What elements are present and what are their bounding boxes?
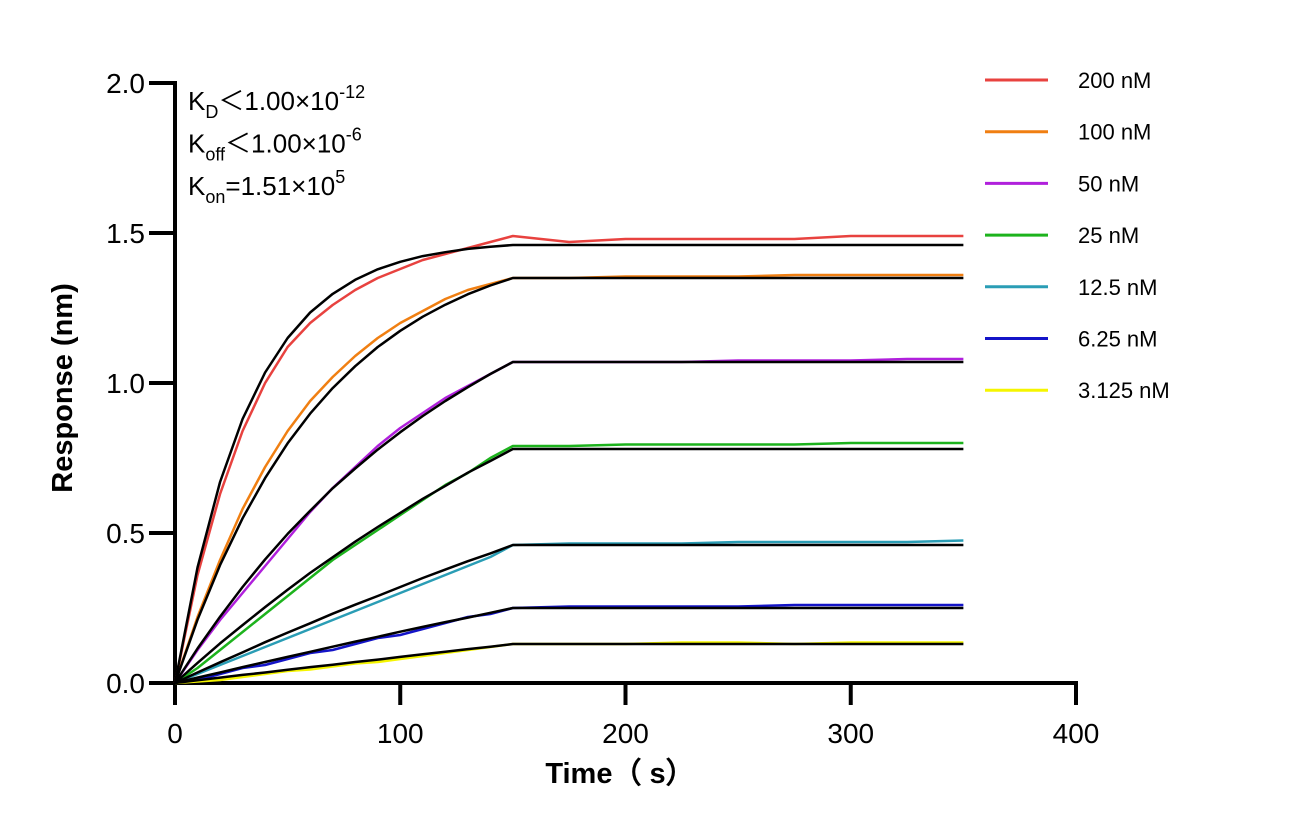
data-line [174, 603, 964, 685]
annotation-symbol: K [188, 129, 206, 159]
data-line [174, 642, 964, 685]
annotation-mantissa: 1.00×10 [244, 86, 339, 116]
data-line [174, 606, 964, 685]
data-line [173, 243, 964, 684]
annotation-exponent: -12 [339, 82, 365, 102]
annotation-symbol: K [188, 171, 206, 201]
legend-label: 6.25 nM [1078, 327, 1158, 352]
y-tick-label: 0.5 [106, 518, 145, 549]
data-line [174, 539, 964, 685]
legend-label: 25 nM [1078, 223, 1139, 248]
x-tick-label: 400 [1053, 718, 1100, 749]
annotation-mantissa: 1.00×10 [251, 129, 346, 159]
legend-label: 3.125 nM [1078, 378, 1170, 403]
y-axis-title: Response (nm) [47, 283, 79, 492]
annotation-exponent: 5 [335, 167, 345, 187]
legend-label: 200 nM [1078, 68, 1151, 93]
y-tick-label: 0.0 [106, 668, 145, 699]
legend-label: 50 nM [1078, 171, 1139, 196]
data-line [174, 441, 964, 685]
legend-label: 12.5 nM [1078, 275, 1158, 300]
x-tick-label: 100 [377, 718, 424, 749]
annotation: Koff＜1.00×10-6 [188, 125, 362, 165]
annotation-subscript: on [205, 187, 225, 207]
x-axis-title: Time（ s） [545, 757, 694, 790]
x-tick-label: 300 [827, 718, 874, 749]
annotation-subscript: D [205, 102, 218, 122]
y-tick-label: 1.0 [106, 368, 145, 399]
data-line [174, 447, 964, 684]
legend-label: 100 nM [1078, 120, 1151, 145]
annotation: KD＜1.00×10-12 [188, 82, 365, 122]
y-tick-label: 2.0 [106, 68, 145, 99]
data-line [173, 360, 964, 684]
data-line [174, 543, 964, 685]
data-line [173, 357, 964, 684]
annotation: Kon=1.51×105 [188, 167, 345, 207]
x-tick-label: 200 [602, 718, 649, 749]
annotation-relation: ＜ [225, 129, 251, 159]
annotation-subscript: off [205, 145, 226, 165]
data-line [174, 641, 964, 685]
x-tick-label: 0 [167, 718, 183, 749]
annotation-exponent: -6 [346, 125, 362, 145]
data-line [173, 276, 964, 684]
annotation-symbol: K [188, 86, 206, 116]
y-tick-label: 1.5 [106, 218, 145, 249]
annotation-relation: = [225, 171, 240, 201]
data-line [173, 273, 964, 684]
data-line [173, 234, 964, 684]
annotation-relation: ＜ [218, 86, 244, 116]
annotation-mantissa: 1.51×10 [241, 171, 336, 201]
